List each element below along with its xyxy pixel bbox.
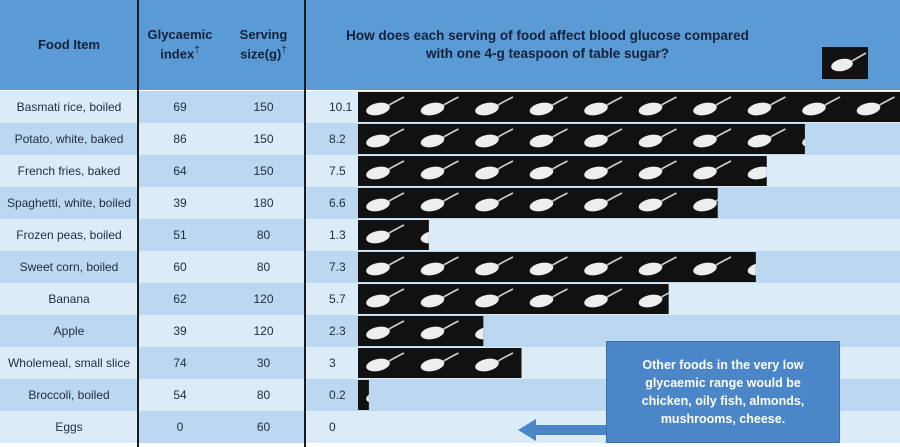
table-row: Sweet corn, boiled 60 80 7.3 (0, 251, 900, 283)
bar-track (358, 283, 900, 315)
teaspoons-value-cell: 7.5 (305, 155, 358, 187)
header-food-item-label: Food Item (37, 36, 101, 52)
gi-cell: 64 (138, 155, 222, 187)
gi-cell: 69 (138, 91, 222, 123)
header-food-item: Food Item (0, 0, 138, 90)
serving-cell: 150 (222, 155, 305, 187)
serving-cell: 180 (222, 187, 305, 219)
gi-cell: 51 (138, 219, 222, 251)
serving-cell: 150 (222, 123, 305, 155)
teaspoons-value-cell: 7.3 (305, 251, 358, 283)
gi-cell: 39 (138, 187, 222, 219)
serving-cell: 150 (222, 91, 305, 123)
header-serving-size: Serving size(g)† (222, 0, 305, 90)
chart-question: How does each serving of food affect blo… (305, 0, 900, 90)
left-arrow-icon (518, 419, 606, 441)
bar-track (358, 219, 900, 251)
food-cell: Frozen peas, boiled (0, 219, 138, 251)
table-row: Banana 62 120 5.7 (0, 283, 900, 315)
header-serving-text: Serving size(g) (239, 26, 288, 62)
header-gi-label: Glycaemic index† (138, 27, 222, 63)
note-text: Other foods in the very low glycaemic ra… (641, 357, 805, 427)
food-cell: Eggs (0, 411, 138, 443)
table-row: French fries, baked 64 150 7.5 (0, 155, 900, 187)
header-serving-dagger: † (281, 44, 287, 56)
table-row: Frozen peas, boiled 51 80 1.3 (0, 219, 900, 251)
header-glycaemic-index: Glycaemic index† (138, 0, 222, 90)
food-cell: French fries, baked (0, 155, 138, 187)
gi-cell: 0 (138, 411, 222, 443)
bar-track (358, 251, 900, 283)
gi-cell: 86 (138, 123, 222, 155)
table-row: Basmati rice, boiled 69 150 10.1 (0, 91, 900, 123)
table-row: Spaghetti, white, boiled 39 180 6.6 (0, 187, 900, 219)
teaspoons-value-cell: 6.6 (305, 187, 358, 219)
serving-cell: 80 (222, 219, 305, 251)
food-cell: Spaghetti, white, boiled (0, 187, 138, 219)
serving-cell: 120 (222, 315, 305, 347)
serving-cell: 120 (222, 283, 305, 315)
food-cell: Broccoli, boiled (0, 379, 138, 411)
food-cell: Banana (0, 283, 138, 315)
column-divider (137, 0, 139, 447)
serving-cell: 60 (222, 411, 305, 443)
teaspoons-value-cell: 8.2 (305, 123, 358, 155)
teaspoons-value-cell: 10.1 (305, 91, 358, 123)
food-cell: Sweet corn, boiled (0, 251, 138, 283)
table-row: Potato, white, baked 86 150 8.2 (0, 123, 900, 155)
header-serving-label: Serving size(g)† (222, 27, 305, 63)
gi-cell: 54 (138, 379, 222, 411)
gi-cell: 60 (138, 251, 222, 283)
header-gi-text: Glycaemic index (147, 26, 213, 62)
chart-question-text: How does each serving of food affect blo… (346, 28, 749, 61)
header-gi-dagger: † (194, 44, 200, 56)
teaspoons-value-cell: 2.3 (305, 315, 358, 347)
food-cell: Basmati rice, boiled (0, 91, 138, 123)
serving-cell: 80 (222, 379, 305, 411)
food-cell: Apple (0, 315, 138, 347)
teaspoons-value-cell: 0.2 (305, 379, 358, 411)
bar-track (358, 91, 900, 123)
gi-cell: 39 (138, 315, 222, 347)
serving-cell: 30 (222, 347, 305, 379)
gi-cell: 74 (138, 347, 222, 379)
food-cell: Potato, white, baked (0, 123, 138, 155)
serving-cell: 80 (222, 251, 305, 283)
bar-track (358, 155, 900, 187)
bar-track (358, 123, 900, 155)
teaspoon-sugar-icon (831, 52, 867, 72)
column-divider (304, 0, 306, 447)
food-cell: Wholemeal, small slice (0, 347, 138, 379)
teaspoons-value-cell: 0 (305, 411, 358, 443)
teaspoons-value-cell: 3 (305, 347, 358, 379)
legend-teaspoon-sugar-icon (822, 47, 868, 79)
gi-cell: 62 (138, 283, 222, 315)
bar-track (358, 187, 900, 219)
teaspoons-value-cell: 1.3 (305, 219, 358, 251)
teaspoons-value-cell: 5.7 (305, 283, 358, 315)
note-box: Other foods in the very low glycaemic ra… (606, 341, 840, 443)
